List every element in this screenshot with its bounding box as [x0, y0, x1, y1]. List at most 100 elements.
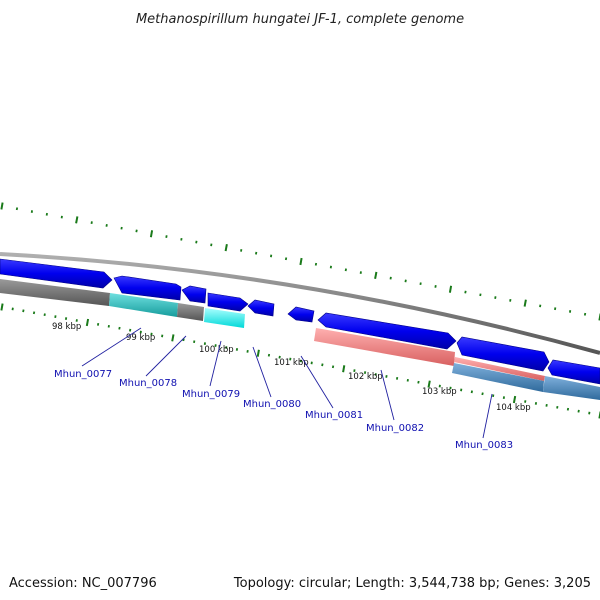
minor-tick [566, 407, 570, 411]
major-tick [75, 216, 79, 224]
minor-tick [344, 268, 347, 272]
minor-tick [314, 262, 318, 266]
cds-arrow[interactable] [181, 285, 207, 304]
minor-tick [577, 409, 580, 413]
gene-label-mhun-0080[interactable]: Mhun_0080 [243, 399, 301, 410]
cog-segment[interactable] [454, 357, 545, 381]
minor-tick [374, 373, 377, 376]
scale-label: 104 kbp [496, 403, 531, 413]
minor-tick [214, 344, 217, 347]
cog-segment[interactable] [0, 279, 110, 306]
leader-line [209, 340, 222, 387]
minor-tick [494, 296, 497, 299]
minor-tick [45, 212, 48, 216]
minor-tick [363, 371, 367, 374]
minor-tick [129, 328, 132, 332]
cog-segment[interactable] [452, 363, 544, 392]
minor-tick [278, 355, 281, 359]
minor-tick [32, 311, 36, 315]
minor-tick [195, 240, 198, 244]
minor-tick [255, 251, 258, 255]
outer-scale-ticks [0, 202, 600, 321]
minor-tick [75, 319, 78, 322]
gene-label-mhun-0078[interactable]: Mhun_0078 [119, 378, 177, 389]
minor-tick [331, 365, 335, 369]
minor-tick [404, 279, 407, 283]
minor-tick [434, 285, 437, 288]
scale-label: 99 kbp [126, 333, 155, 343]
major-tick [299, 257, 303, 266]
cds-arrow[interactable] [456, 336, 550, 372]
leader-line [482, 393, 493, 439]
scale-label: 101 kbp [274, 358, 309, 368]
cog-segment[interactable] [109, 293, 178, 317]
scale-labels: 98 kbp 99 kbp 100 kbp 101 kbp 102 kbp 10… [52, 322, 531, 413]
major-tick [224, 244, 228, 252]
minor-tick [235, 348, 239, 351]
minor-tick [385, 375, 388, 378]
topology-summary: Topology: circular; Length: 3,544,738 bp… [233, 576, 591, 591]
major-tick [427, 380, 431, 388]
minor-tick [524, 400, 527, 403]
cds-arrow[interactable] [247, 299, 275, 317]
scale-label: 103 kbp [422, 387, 457, 397]
gene-label-mhun-0083[interactable]: Mhun_0083 [455, 440, 513, 451]
minor-tick [22, 309, 25, 313]
gene-label-mhun-0082[interactable]: Mhun_0082 [366, 423, 424, 434]
major-tick [523, 299, 527, 307]
minor-tick [182, 338, 185, 342]
gene-label-mhun-0079[interactable]: Mhun_0079 [182, 389, 240, 400]
cog-segment[interactable] [543, 376, 600, 400]
leader-line [252, 346, 272, 398]
major-tick [149, 230, 154, 238]
minor-tick [225, 346, 228, 349]
cds-arrow[interactable] [0, 258, 113, 289]
major-tick [0, 303, 4, 311]
forward-strand-track [0, 258, 600, 385]
minor-tick [534, 402, 538, 405]
major-tick [342, 365, 346, 373]
minor-tick [118, 326, 121, 330]
minor-tick [321, 363, 324, 367]
cog-segment[interactable] [314, 328, 455, 366]
cds-arrow[interactable] [113, 275, 182, 301]
minor-tick [15, 207, 19, 211]
leader-line [380, 369, 395, 421]
minor-tick [284, 257, 288, 261]
major-tick [0, 202, 4, 210]
cds-arrow[interactable] [317, 312, 457, 350]
inner-scale-ticks [0, 303, 600, 419]
minor-tick [464, 290, 467, 294]
gene-leader-lines [81, 327, 493, 439]
minor-tick [64, 317, 68, 320]
map-title: Methanospirillum hungatei JF-1, complete… [136, 12, 464, 27]
minor-tick [105, 224, 108, 227]
cds-arrow[interactable] [547, 359, 600, 385]
leader-line [145, 335, 187, 377]
cog-segment[interactable] [204, 308, 245, 328]
gene-label-mhun-0081[interactable]: Mhun_0081 [305, 410, 363, 421]
minor-tick [470, 390, 473, 394]
major-tick [85, 318, 90, 327]
cds-arrow[interactable] [207, 292, 249, 312]
minor-tick [165, 235, 168, 238]
cds-arrow[interactable] [287, 306, 315, 323]
scale-label: 98 kbp [52, 322, 81, 332]
scale-label: 102 kbp [348, 372, 383, 382]
leader-line [300, 355, 334, 409]
minor-tick [417, 380, 420, 384]
accession-label: Accession: NC_007796 [9, 576, 157, 591]
leader-line [81, 327, 142, 367]
minor-tick [267, 353, 271, 357]
major-tick [256, 349, 260, 357]
genome-backbone [0, 252, 600, 355]
minor-tick [583, 312, 587, 316]
major-tick [512, 395, 517, 404]
major-tick [171, 334, 175, 342]
cog-segment[interactable] [177, 303, 204, 321]
major-tick [374, 271, 378, 279]
gene-label-mhun-0077[interactable]: Mhun_0077 [54, 369, 112, 380]
cog-category-track [0, 279, 600, 400]
minor-tick [135, 229, 138, 233]
